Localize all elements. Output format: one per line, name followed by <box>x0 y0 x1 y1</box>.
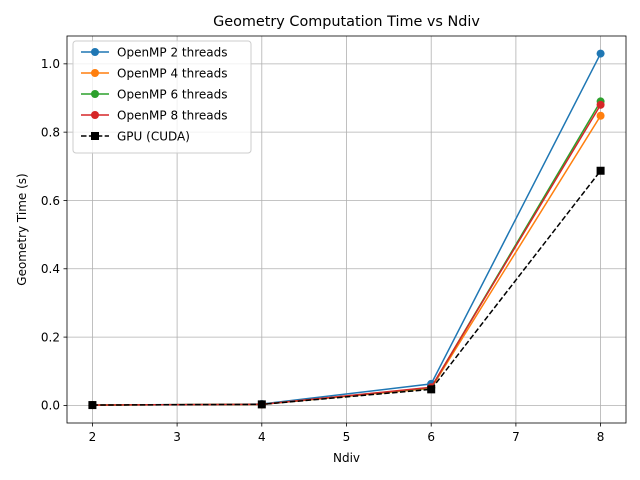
plot-series <box>88 49 605 410</box>
legend-label: GPU (CUDA) <box>117 129 190 143</box>
legend-entry: GPU (CUDA) <box>81 129 190 143</box>
data-point-marker <box>257 400 266 409</box>
y-tick-label: 0.4 <box>41 262 60 276</box>
x-tick-label: 7 <box>512 430 520 444</box>
data-point-marker <box>596 111 605 120</box>
y-tick-label: 0.6 <box>41 194 60 208</box>
y-tick-label: 1.0 <box>41 57 60 71</box>
y-tick-label: 0.8 <box>41 125 60 139</box>
data-point-marker <box>596 100 605 109</box>
legend: OpenMP 2 threads OpenMP 4 threads OpenMP 6… <box>72 40 252 154</box>
y-tick-label: 0.0 <box>41 399 60 413</box>
y-axis-label: Geometry Time (s) <box>15 173 29 285</box>
x-tick-label: 8 <box>597 430 605 444</box>
y-tick-label: 0.2 <box>41 330 60 344</box>
x-tick-label: 2 <box>89 430 97 444</box>
legend-entry: OpenMP 2 threads <box>81 45 228 59</box>
axis-ticks: 2 3 4 5 6 7 8 0.0 0.2 0.4 0.6 0.8 1.0 <box>41 57 605 444</box>
legend-entry: OpenMP 8 threads <box>81 108 228 122</box>
legend-label: OpenMP 4 threads <box>117 66 228 80</box>
legend-label: OpenMP 6 threads <box>117 87 228 101</box>
legend-label: OpenMP 8 threads <box>117 108 228 122</box>
chart-title: Geometry Computation Time vs Ndiv <box>213 14 480 30</box>
legend-swatch-marker <box>91 48 99 56</box>
legend-swatch-marker <box>91 69 99 77</box>
x-tick-label: 6 <box>427 430 435 444</box>
data-point-marker <box>596 166 605 175</box>
legend-swatch-marker <box>91 111 99 119</box>
series-gpu-cuda- <box>88 166 605 410</box>
legend-swatch-marker <box>91 90 99 98</box>
series-line <box>92 104 602 406</box>
data-point-marker <box>88 401 97 410</box>
x-tick-label: 5 <box>343 430 351 444</box>
series-line <box>92 170 602 406</box>
legend-label: OpenMP 2 threads <box>117 45 228 59</box>
legend-entry: OpenMP 6 threads <box>81 87 228 101</box>
x-tick-label: 3 <box>173 430 181 444</box>
data-point-marker <box>427 385 436 394</box>
legend-entry: OpenMP 4 threads <box>81 66 228 80</box>
legend-swatch-marker <box>91 132 99 140</box>
legend-box <box>72 40 252 154</box>
x-tick-label: 4 <box>258 430 266 444</box>
data-point-marker <box>596 49 605 58</box>
x-axis-label: Ndiv <box>333 451 360 465</box>
